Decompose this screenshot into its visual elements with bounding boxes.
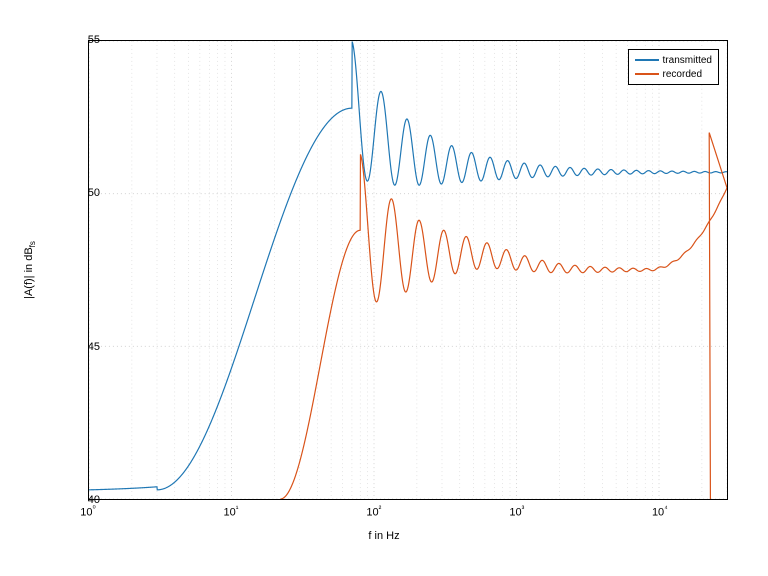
legend-item-recorded: recorded: [635, 67, 712, 81]
plot-area: transmitted recorded: [88, 40, 728, 500]
x-tick-label: 10⁰: [80, 504, 95, 519]
legend-item-transmitted: transmitted: [635, 53, 712, 67]
chart-svg: [89, 41, 727, 499]
series-transmitted: [89, 42, 727, 490]
y-tick-label: 45: [70, 341, 100, 353]
x-tick-label: 10²: [366, 504, 381, 519]
x-tick-label: 10¹: [223, 504, 238, 519]
legend-swatch-recorded: [635, 73, 659, 75]
series-recorded: [280, 133, 727, 499]
x-axis-label: f in Hz: [368, 530, 399, 542]
legend-label-recorded: recorded: [663, 69, 702, 80]
y-tick-label: 50: [70, 187, 100, 199]
legend: transmitted recorded: [628, 49, 719, 85]
x-tick-label: 10⁴: [652, 504, 668, 519]
y-axis-label: |A(f)| in dBfs: [23, 241, 37, 299]
y-tick-label: 55: [70, 34, 100, 46]
legend-label-transmitted: transmitted: [663, 55, 712, 66]
x-tick-label: 10³: [509, 504, 524, 519]
legend-swatch-transmitted: [635, 59, 659, 61]
y-tick-label: 40: [70, 494, 100, 506]
